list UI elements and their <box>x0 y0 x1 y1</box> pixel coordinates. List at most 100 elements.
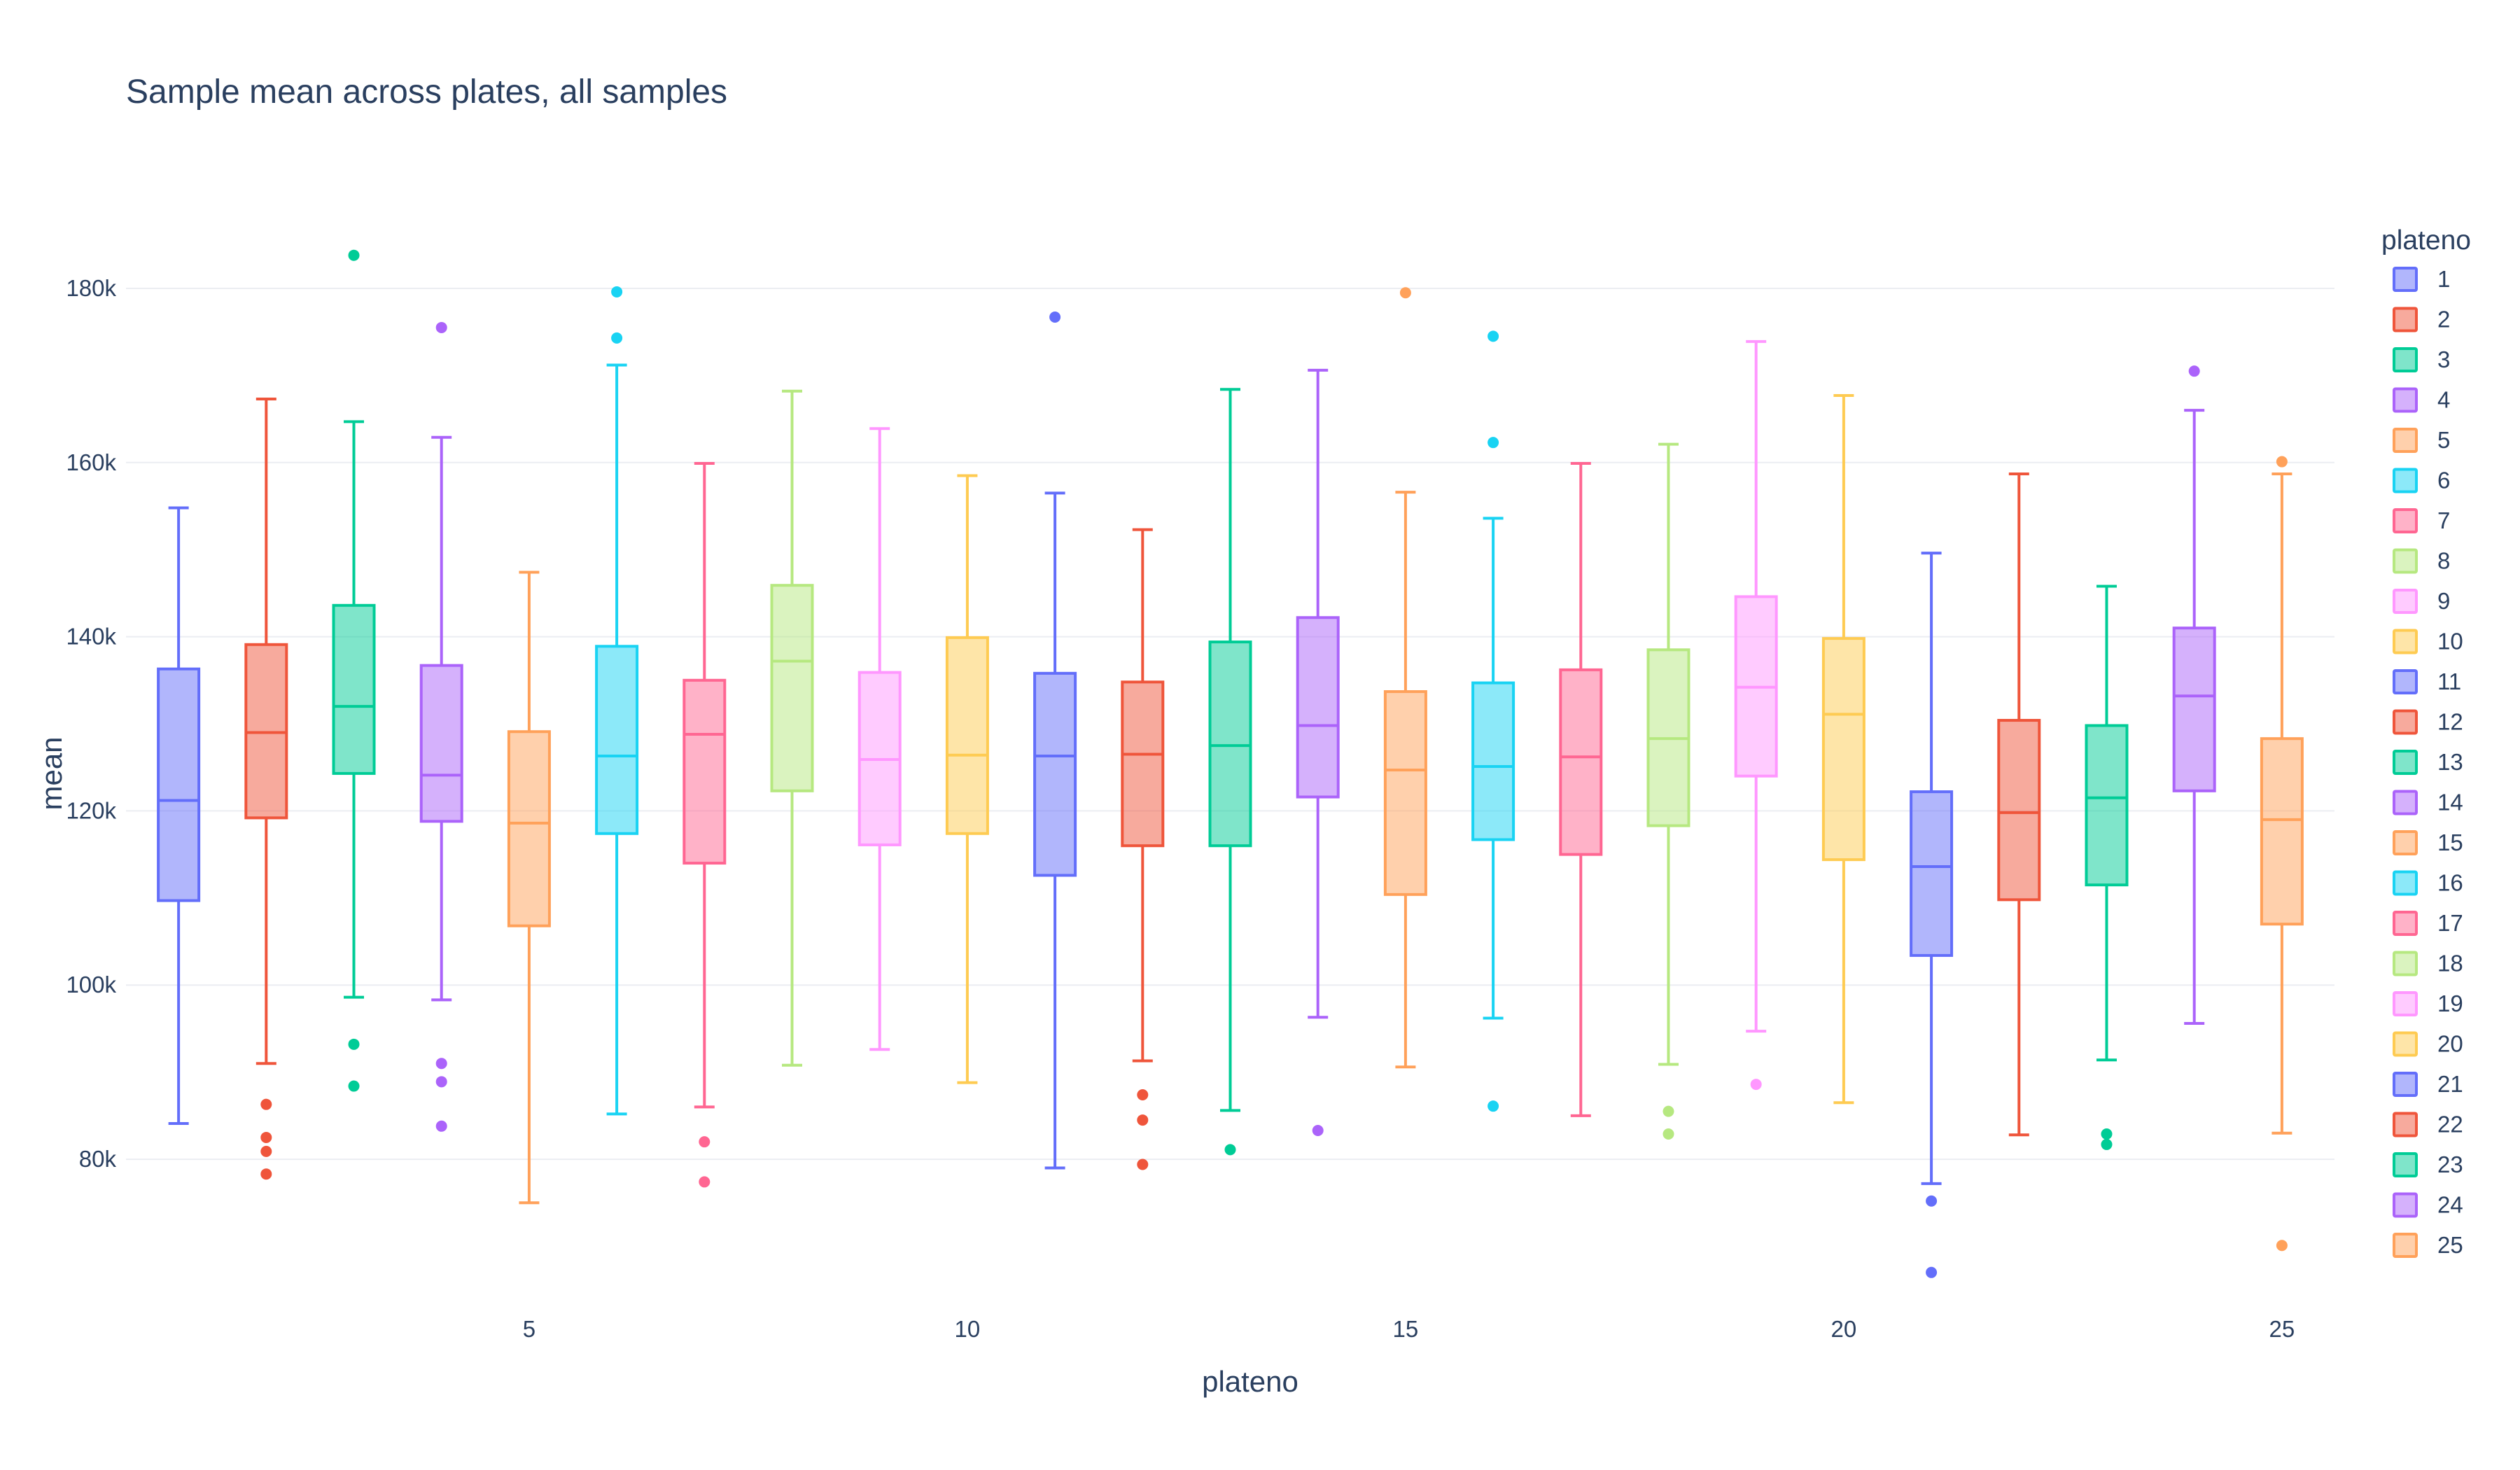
outlier-point <box>348 249 360 261</box>
legend-swatch <box>2393 508 2418 533</box>
legend-item-12: 12 <box>2393 709 2463 735</box>
legend-swatch <box>2393 468 2418 493</box>
legend-swatch <box>2393 830 2418 855</box>
legend-swatch <box>2393 669 2418 694</box>
box-plate-13 <box>1208 388 1252 1156</box>
legend-item-16: 16 <box>2393 870 2463 896</box>
outlier-point <box>1224 1144 1236 1156</box>
legend-item-18: 18 <box>2393 951 2463 976</box>
legend-label: 7 <box>2437 507 2450 533</box>
box-plate-20 <box>1821 393 1865 1105</box>
chart-title: Sample mean across plates, all samples <box>126 74 727 111</box>
outlier-point <box>348 1080 360 1092</box>
legend-swatch <box>2393 629 2418 654</box>
legend-swatch <box>2393 1152 2418 1177</box>
legend-item-17: 17 <box>2393 910 2463 936</box>
outlier-point <box>1399 287 1411 299</box>
legend-item-9: 9 <box>2393 588 2450 614</box>
x-tick-label: 15 <box>1393 1316 1419 1342</box>
outlier-point <box>260 1168 272 1180</box>
outlier-point <box>260 1131 272 1143</box>
legend-swatch <box>2393 870 2418 896</box>
box-plate-9 <box>858 427 902 1051</box>
legend-label: 8 <box>2437 548 2450 574</box>
legend-item-24: 24 <box>2393 1192 2463 1218</box>
legend-label: 25 <box>2437 1232 2463 1258</box>
iqr-box <box>1471 681 1516 841</box>
outlier-point <box>1750 1079 1762 1091</box>
box-plate-24 <box>2172 365 2216 1025</box>
legend-item-14: 14 <box>2393 790 2463 816</box>
legend-swatch <box>2393 1233 2418 1258</box>
outlier-point <box>611 332 623 344</box>
iqr-box <box>682 678 727 865</box>
legend-swatch <box>2393 347 2418 372</box>
outlier-point <box>1926 1195 1938 1207</box>
iqr-box <box>507 730 551 927</box>
legend-item-8: 8 <box>2393 548 2450 574</box>
legend-label: 14 <box>2437 790 2463 816</box>
legend: plateno 12345678910111213141516171819202… <box>2381 225 2471 1258</box>
legend-swatch <box>2393 790 2418 816</box>
legend-label: 19 <box>2437 990 2463 1016</box>
legend-swatch <box>2393 750 2418 775</box>
box-plate-15 <box>1383 287 1427 1069</box>
y-tick-label: 160k <box>66 449 116 475</box>
box-plate-8 <box>770 389 814 1067</box>
legend-swatch <box>2393 1192 2418 1218</box>
legend-item-13: 13 <box>2393 749 2463 775</box>
outlier-point <box>1137 1089 1149 1100</box>
legend-label: 3 <box>2437 346 2450 372</box>
legend-label: 5 <box>2437 427 2450 453</box>
outlier-point <box>1312 1125 1324 1137</box>
box-plate-23 <box>2085 584 2129 1150</box>
outlier-point <box>1488 330 1499 342</box>
outlier-point <box>1662 1105 1674 1117</box>
y-tick-label: 120k <box>66 797 116 823</box>
x-tick-label: 10 <box>955 1316 981 1342</box>
legend-swatch <box>2393 1072 2418 1097</box>
box-series-group <box>157 249 2304 1278</box>
legend-swatch <box>2393 1031 2418 1057</box>
x-tick-label: 5 <box>523 1316 536 1342</box>
iqr-box <box>1296 616 1340 799</box>
legend-title: plateno <box>2381 225 2471 255</box>
box-plate-3 <box>332 249 376 1092</box>
legend-item-2: 2 <box>2393 307 2450 332</box>
box-plate-14 <box>1296 368 1340 1137</box>
legend-label: 1 <box>2437 266 2450 292</box>
iqr-box <box>1121 680 1165 848</box>
legend-label: 17 <box>2437 910 2463 936</box>
box-plate-25 <box>2260 456 2304 1252</box>
legend-label: 2 <box>2437 307 2450 332</box>
iqr-box <box>419 664 463 823</box>
outlier-point <box>435 321 447 333</box>
outlier-point <box>2188 365 2200 377</box>
outlier-point <box>435 1076 447 1088</box>
box-plate-10 <box>945 474 989 1084</box>
outlier-point <box>1137 1158 1149 1170</box>
legend-item-6: 6 <box>2393 468 2450 493</box>
iqr-box <box>2172 626 2216 792</box>
legend-item-23: 23 <box>2393 1152 2463 1177</box>
legend-item-15: 15 <box>2393 830 2463 855</box>
x-axis-title: plateno <box>1202 1365 1298 1398</box>
legend-swatch <box>2393 428 2418 453</box>
legend-label: 12 <box>2437 709 2463 735</box>
iqr-box <box>1910 790 1954 957</box>
outlier-point <box>1137 1114 1149 1126</box>
y-tick-label: 80k <box>79 1146 117 1172</box>
legend-swatch <box>2393 307 2418 332</box>
x-axis-ticks: 5 10 15 20 25 <box>523 1316 2295 1342</box>
legend-item-19: 19 <box>2393 990 2463 1016</box>
legend-items: 1234567891011121314151617181920212223242… <box>2393 266 2463 1258</box>
box-plate-4 <box>419 321 463 1132</box>
y-tick-label: 140k <box>66 624 116 650</box>
legend-label: 21 <box>2437 1071 2463 1097</box>
legend-item-3: 3 <box>2393 346 2450 372</box>
box-plate-11 <box>1033 312 1077 1170</box>
outlier-point <box>2101 1128 2113 1140</box>
legend-label: 16 <box>2437 870 2463 896</box>
iqr-box <box>945 636 989 835</box>
